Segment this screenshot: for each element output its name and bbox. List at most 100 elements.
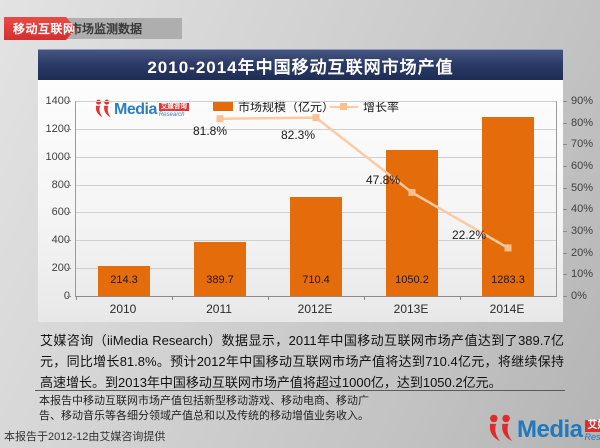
bar-2012E <box>290 197 342 296</box>
legend-label: 增长率 <box>363 100 400 114</box>
axis-tick <box>563 166 567 167</box>
bar-2010 <box>98 266 150 296</box>
logo-media-text: Media <box>517 416 583 443</box>
axis-tick <box>364 297 365 300</box>
iimedia-mark-icon <box>489 414 513 442</box>
axis-tick <box>67 184 71 186</box>
axis-tick <box>460 297 461 300</box>
iimedia-logo-footer: Media 艾媒咨询 Research <box>487 414 600 442</box>
plot-area: 214.3 389.7 710.4 1050.2 1283.3 81.8% 82.3% 47.… <box>75 101 557 300</box>
axis-tick <box>67 212 71 214</box>
left-axis-tick-label: 1200 <box>45 122 70 135</box>
analysis-paragraph: 艾媒咨询（iiMedia Research）数据显示，2011年中国移动互联网市… <box>40 333 564 390</box>
left-axis-tick-label: 600 <box>51 206 70 219</box>
right-axis: 0% 10% 20% 30% 40% 50% 60% 70% 80% 90% <box>563 95 600 302</box>
chart-legend: 市场规模（亿元） 增长率 <box>38 98 563 116</box>
axis-tick <box>67 101 71 102</box>
category-label-2013E: 2013E <box>393 302 429 316</box>
iimedia-mark-icon <box>95 99 111 118</box>
chart-title-bar: 2010-2014年中国移动互联网市场产值 <box>38 49 563 80</box>
left-axis: 0 200 400 600 800 1000 1200 1400 <box>38 95 71 302</box>
note-text: 本报告中移动互联网市场产值包括新型移动游戏、移动电商、移动广告、移动音乐等各细分… <box>39 395 369 422</box>
axis-tick <box>563 122 567 124</box>
divider-line <box>35 390 565 391</box>
legend-label: 市场规模（亿元） <box>238 100 335 114</box>
growth-rate-label: 22.2% <box>451 227 487 242</box>
iimedia-logo-watermark: Media 艾媒咨询 Research <box>94 99 189 118</box>
note-section: 本报告中移动互联网市场产值包括新型移动游戏、移动电商、移动广告、移动音乐等各细分… <box>35 390 565 424</box>
right-axis-tick-label: 40% <box>571 203 594 216</box>
axis-tick <box>172 297 173 300</box>
logo-badge: 艾媒咨询 <box>158 102 189 111</box>
ribbon-label: 移动互联网 <box>13 22 76 36</box>
right-axis-tick-label: 50% <box>571 181 594 194</box>
gridline <box>76 184 556 186</box>
right-axis-tick-label: 90% <box>571 95 594 107</box>
category-label-2010: 2010 <box>109 302 137 316</box>
axis-tick <box>563 187 567 189</box>
right-axis-tick-label: 0% <box>571 290 587 302</box>
chart-panel: 市场规模（亿元） 增长率 Media 艾媒咨询 Research 0 200 400 6… <box>38 80 593 322</box>
bar-value-label: 710.4 <box>302 274 330 286</box>
chart-title: 2010-2014年中国移动互联网市场产值 <box>147 57 454 77</box>
axis-tick <box>563 101 567 102</box>
x-axis-labels: 2010 2011 2012E 2013E 2014E <box>75 302 555 318</box>
left-axis-tick-label: 200 <box>51 262 70 275</box>
subcategory-strip: 市场监测数据 <box>52 18 182 39</box>
line-marker <box>504 244 512 252</box>
line-marker <box>216 115 224 123</box>
left-axis-tick-label: 400 <box>51 234 70 247</box>
category-ribbon: 移动互联网 <box>4 17 76 40</box>
line-swatch-icon <box>330 102 358 111</box>
axis-tick <box>563 231 567 232</box>
left-axis-tick-label: 1000 <box>45 150 70 163</box>
logo-media-text: Media <box>114 101 157 118</box>
growth-rate-label: 81.8% <box>192 123 228 138</box>
bar-value-label: 1283.3 <box>491 274 525 286</box>
bar-2014E <box>482 117 534 296</box>
logo-research-text: Research <box>158 112 185 118</box>
right-axis-tick-label: 20% <box>571 246 594 259</box>
axis-tick <box>563 252 567 254</box>
bar-swatch-icon <box>213 102 233 111</box>
axis-tick <box>67 268 71 270</box>
line-swatch-marker <box>340 103 347 110</box>
category-label-2014E: 2014E <box>489 302 525 316</box>
axis-tick <box>563 296 567 297</box>
right-axis-tick-label: 80% <box>571 116 594 129</box>
legend-item-growth-rate: 增长率 <box>330 98 399 115</box>
category-label-2012E: 2012E <box>297 302 333 316</box>
axis-tick <box>563 209 567 211</box>
axis-tick <box>563 144 567 146</box>
bar-value-label: 214.3 <box>110 274 138 286</box>
bar-2013E <box>386 149 438 296</box>
gridline <box>76 128 556 130</box>
axis-tick <box>76 297 77 300</box>
bar-value-label: 1050.2 <box>395 274 429 286</box>
axis-tick <box>67 296 71 297</box>
legend-item-market-size: 市场规模（亿元） <box>213 98 334 115</box>
right-axis-tick-label: 30% <box>571 225 594 237</box>
gridline <box>76 156 556 158</box>
strip-label: 市场监测数据 <box>70 22 143 36</box>
axis-tick <box>67 240 71 242</box>
axis-tick <box>563 274 567 276</box>
gridline <box>76 101 556 102</box>
category-label-2011: 2011 <box>206 302 232 316</box>
bar-value-label: 389.7 <box>206 274 234 286</box>
axis-tick <box>67 128 71 130</box>
right-axis-tick-label: 10% <box>571 268 594 281</box>
source-attribution: 本报告于2012-12由艾媒咨询提供 <box>4 431 166 443</box>
logo-research-text: Research <box>584 432 600 442</box>
line-marker <box>408 188 416 196</box>
growth-rate-label: 47.8% <box>365 173 401 188</box>
logo-badge: 艾媒咨询 <box>584 420 600 432</box>
bar-2011 <box>194 241 246 296</box>
right-axis-tick-label: 60% <box>571 160 594 172</box>
line-marker <box>312 114 320 122</box>
right-axis-tick-label: 70% <box>571 138 594 151</box>
left-axis-tick-label: 800 <box>51 178 70 191</box>
axis-tick <box>268 297 269 300</box>
axis-tick <box>67 156 71 158</box>
